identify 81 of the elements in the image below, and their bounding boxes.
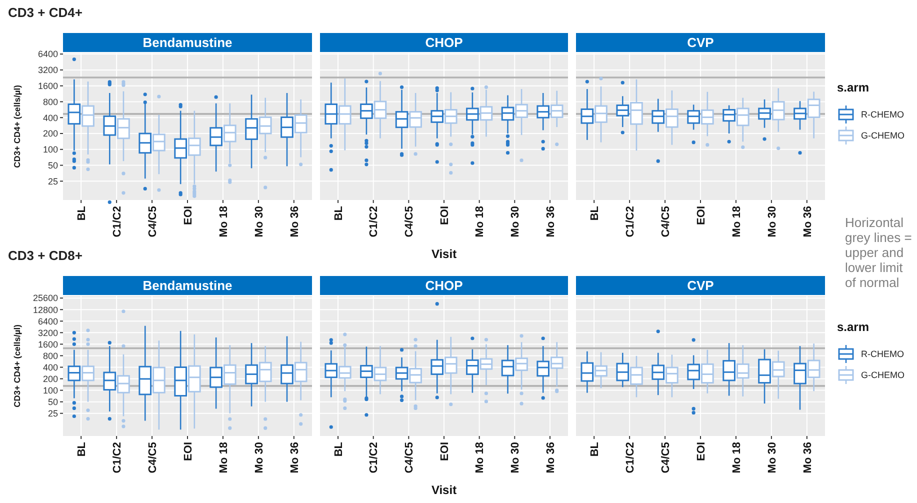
y-tick-label: 200 <box>42 128 58 139</box>
chart-title: CHOP <box>425 278 464 293</box>
text: Horizontal grey lines = upper and lower limit of normal <box>845 215 912 290</box>
y-tick-label: 50 <box>48 160 58 170</box>
x-tick-label: Mo 18 <box>218 442 230 474</box>
x-tick-label: Mo 30 <box>766 442 778 474</box>
x-tick-label: C4/C5 <box>660 206 672 238</box>
x-tick-label: C4/C5 <box>660 442 672 474</box>
y-tick-label: 1600 <box>38 80 58 91</box>
y-tick-label: 25 <box>48 408 58 418</box>
y-tick-label: 12800 <box>32 304 58 315</box>
x-tick-label: Mo 36 <box>288 206 301 238</box>
x-tick-label: BL <box>588 206 601 221</box>
y-tick-label: 50 <box>48 396 58 407</box>
legend-label: R-CHEMO <box>861 349 904 360</box>
y-tick-label: 100 <box>42 385 58 396</box>
text: CD3 + CD4+ <box>8 5 83 20</box>
y-tick-label: 25 <box>48 176 58 186</box>
x-tick-label: EOI <box>182 206 194 225</box>
chart-title: CVP <box>687 35 714 50</box>
chart-title: Bendamustine <box>142 278 232 293</box>
legend-title: s.arm <box>837 320 870 334</box>
x-tick-label: EOI <box>438 442 451 461</box>
y-tick-label: 100 <box>42 144 58 155</box>
chart-title: CVP <box>687 278 714 293</box>
y-axis-title: CD3+ CD4+ (cells/µl) <box>12 324 22 408</box>
x-tick-label: EOI <box>438 206 451 225</box>
x-tick-label: C1/C2 <box>624 206 636 238</box>
y-tick-label: 25600 <box>32 293 58 304</box>
x-axis-title: Visit <box>431 247 457 261</box>
legend-label: R-CHEMO <box>861 110 904 120</box>
x-tick-label: Mo 30 <box>766 206 778 238</box>
x-tick-label: EOI <box>695 442 708 461</box>
x-tick-label: BL <box>76 442 88 457</box>
x-tick-label: Mo 36 <box>288 442 301 474</box>
x-tick-label: Mo 36 <box>544 442 557 474</box>
y-tick-label: 6400 <box>38 316 58 326</box>
legend-title: s.arm <box>837 80 870 94</box>
x-tick-label: C4/C5 <box>404 442 416 474</box>
y-tick-label: 3200 <box>38 328 58 338</box>
x-tick-label: BL <box>332 442 345 457</box>
y-tick-label: 800 <box>42 96 58 107</box>
x-tick-label: EOI <box>182 442 194 461</box>
y-tick-label: 6400 <box>38 49 58 60</box>
x-tick-label: Mo 30 <box>510 442 522 474</box>
x-tick-label: Mo 18 <box>218 206 230 238</box>
y-axis-title: CD3+ CD4+ (cells/µl) <box>12 84 22 168</box>
text: CD3 + CD8+ <box>8 248 83 263</box>
x-tick-label: Mo 18 <box>474 442 486 474</box>
x-tick-label: BL <box>76 206 88 221</box>
x-tick-label: C1/C2 <box>368 206 380 238</box>
legend-label: G-CHEMO <box>861 130 904 141</box>
x-tick-label: Mo 36 <box>802 442 814 474</box>
y-tick-label: 200 <box>42 374 58 384</box>
y-tick-label: 1600 <box>38 339 58 350</box>
x-tick-label: BL <box>332 206 345 221</box>
x-tick-label: C1/C2 <box>111 206 124 238</box>
x-axis-title: Visit <box>431 483 457 497</box>
x-tick-label: Mo 18 <box>730 442 743 474</box>
x-tick-label: Mo 36 <box>544 206 557 238</box>
x-tick-label: Mo 30 <box>253 442 266 474</box>
x-tick-label: Mo 30 <box>510 206 522 238</box>
chart-title: Bendamustine <box>142 35 232 50</box>
x-tick-label: C1/C2 <box>111 442 124 474</box>
x-tick-label: C4/C5 <box>146 442 159 474</box>
x-tick-label: EOI <box>695 206 708 225</box>
x-tick-label: C4/C5 <box>146 206 159 238</box>
x-tick-label: Mo 18 <box>730 206 743 238</box>
x-tick-label: Mo 18 <box>474 206 486 238</box>
y-tick-label: 3200 <box>38 65 58 76</box>
x-tick-label: C1/C2 <box>368 442 380 474</box>
x-tick-label: Mo 30 <box>253 206 266 238</box>
legend-label: G-CHEMO <box>861 370 904 380</box>
x-tick-label: BL <box>588 442 601 457</box>
chart-title: CHOP <box>425 35 464 50</box>
y-tick-label: 800 <box>42 350 58 361</box>
y-tick-label: 400 <box>42 362 58 372</box>
y-tick-label: 400 <box>42 112 58 123</box>
x-tick-label: C1/C2 <box>624 442 636 474</box>
x-tick-label: C4/C5 <box>404 206 416 238</box>
x-tick-label: Mo 36 <box>802 206 814 238</box>
